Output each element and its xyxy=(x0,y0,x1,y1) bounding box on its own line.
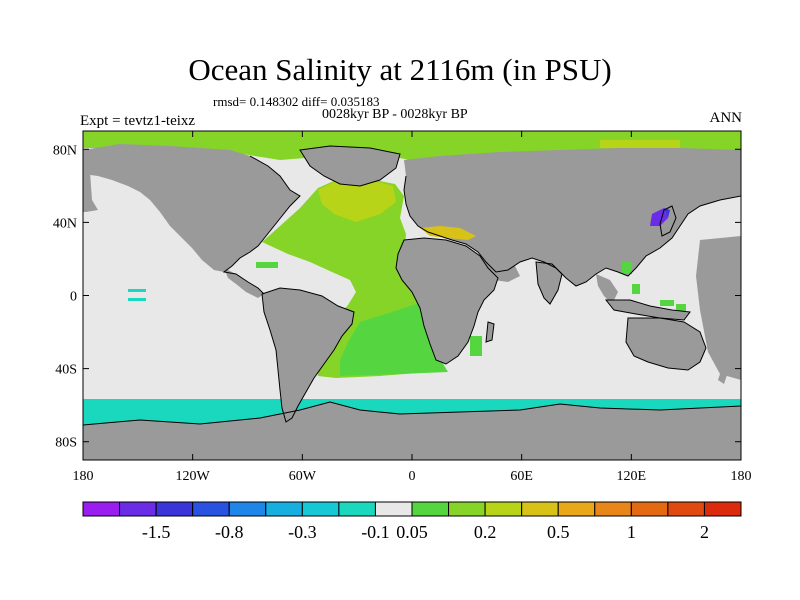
mediterranean-fill xyxy=(420,226,476,240)
arabia-land xyxy=(480,252,520,282)
season-label: ANN xyxy=(709,110,743,126)
colorbar-box xyxy=(594,501,632,517)
y-tick-label: 40S xyxy=(55,363,77,378)
colorbar-box xyxy=(484,501,523,517)
caribbean-patch xyxy=(256,262,278,268)
southeast-asia-land xyxy=(596,274,618,304)
y-tick-label: 80S xyxy=(55,436,77,451)
colorbar-label: -0.8 xyxy=(215,522,244,542)
colorbar-label: 2 xyxy=(700,522,709,542)
colorbar-box xyxy=(338,501,376,517)
x-tick-label: 180 xyxy=(73,469,94,484)
japan-sea-edge xyxy=(664,208,670,218)
colorbar-box xyxy=(301,501,340,517)
indonesia-land xyxy=(606,300,690,320)
colorbar-box xyxy=(119,501,157,517)
indopacific-patches xyxy=(470,262,686,356)
colorbar-box xyxy=(374,501,413,517)
colorbar-box xyxy=(667,501,705,517)
colorbar-box xyxy=(557,501,596,517)
antarctica-land xyxy=(83,402,741,460)
y-tick-label: 40N xyxy=(53,216,77,231)
west-pacific-gray xyxy=(696,236,741,380)
colorbar-box xyxy=(228,501,267,517)
y-tick-label: 0 xyxy=(70,290,77,305)
africa-land xyxy=(396,238,498,364)
eurasia-land xyxy=(404,148,741,286)
map-axes: 180 120W 60W 0 60E 120E 180 80N 40N 0 40S 80S xyxy=(53,131,752,484)
north-america-land xyxy=(83,144,300,272)
map-panel xyxy=(83,131,741,460)
colorbar-box xyxy=(192,501,230,517)
x-tick-label: 120W xyxy=(176,469,211,484)
time-period-label: 0028kyr BP - 0028kyr BP xyxy=(322,107,468,122)
x-tick-label: 0 xyxy=(409,469,416,484)
colorbar-box xyxy=(630,501,669,517)
colorbar-label: -0.1 xyxy=(361,522,390,542)
y-tick-label: 80N xyxy=(53,143,77,158)
colorbar-box xyxy=(155,501,194,517)
central-america-land xyxy=(224,268,264,298)
rmsd-diff-stats: rmsd= 0.148302 diff= 0.035183 xyxy=(213,94,380,109)
colorbar-label: 0.2 xyxy=(474,522,497,542)
colorbar-label: -0.3 xyxy=(288,522,317,542)
x-tick-label: 120E xyxy=(617,469,647,484)
map-title: Ocean Salinity at 2116m (in PSU) xyxy=(188,52,612,87)
north-atlantic-patch xyxy=(318,179,396,222)
south-america-land xyxy=(262,288,354,422)
colorbar-label: 0.5 xyxy=(547,522,570,542)
colorbar-label: 0.05 xyxy=(396,522,428,542)
colorbar-box xyxy=(411,501,450,517)
south-atlantic-fill xyxy=(340,300,448,376)
colorbar-box xyxy=(82,501,121,517)
colorbar-box xyxy=(448,501,486,517)
east-pacific-gray xyxy=(83,160,98,212)
colorbar-label: 1 xyxy=(627,522,636,542)
coastlines xyxy=(83,145,741,426)
colorbar: -1.5 -0.8 -0.3 -0.1 0.05 0.2 0.5 1 2 xyxy=(82,501,742,542)
arctic-yellow-strip xyxy=(600,140,680,148)
x-tick-label: 60W xyxy=(289,469,317,484)
experiment-label: Expt = tevtz1-teixz xyxy=(80,113,196,129)
arctic-fill xyxy=(83,131,741,162)
colorbar-box xyxy=(265,501,303,517)
land-masses xyxy=(83,144,741,460)
colorbar-box xyxy=(703,501,742,517)
x-tick-label: 180 xyxy=(731,469,752,484)
colorbar-box xyxy=(521,501,559,517)
australia-land xyxy=(626,318,706,370)
colorbar-label: -1.5 xyxy=(142,522,171,542)
x-tick-label: 60E xyxy=(510,469,533,484)
pacific-teal-dash-2 xyxy=(128,298,146,301)
pacific-teal-dash xyxy=(128,289,146,292)
